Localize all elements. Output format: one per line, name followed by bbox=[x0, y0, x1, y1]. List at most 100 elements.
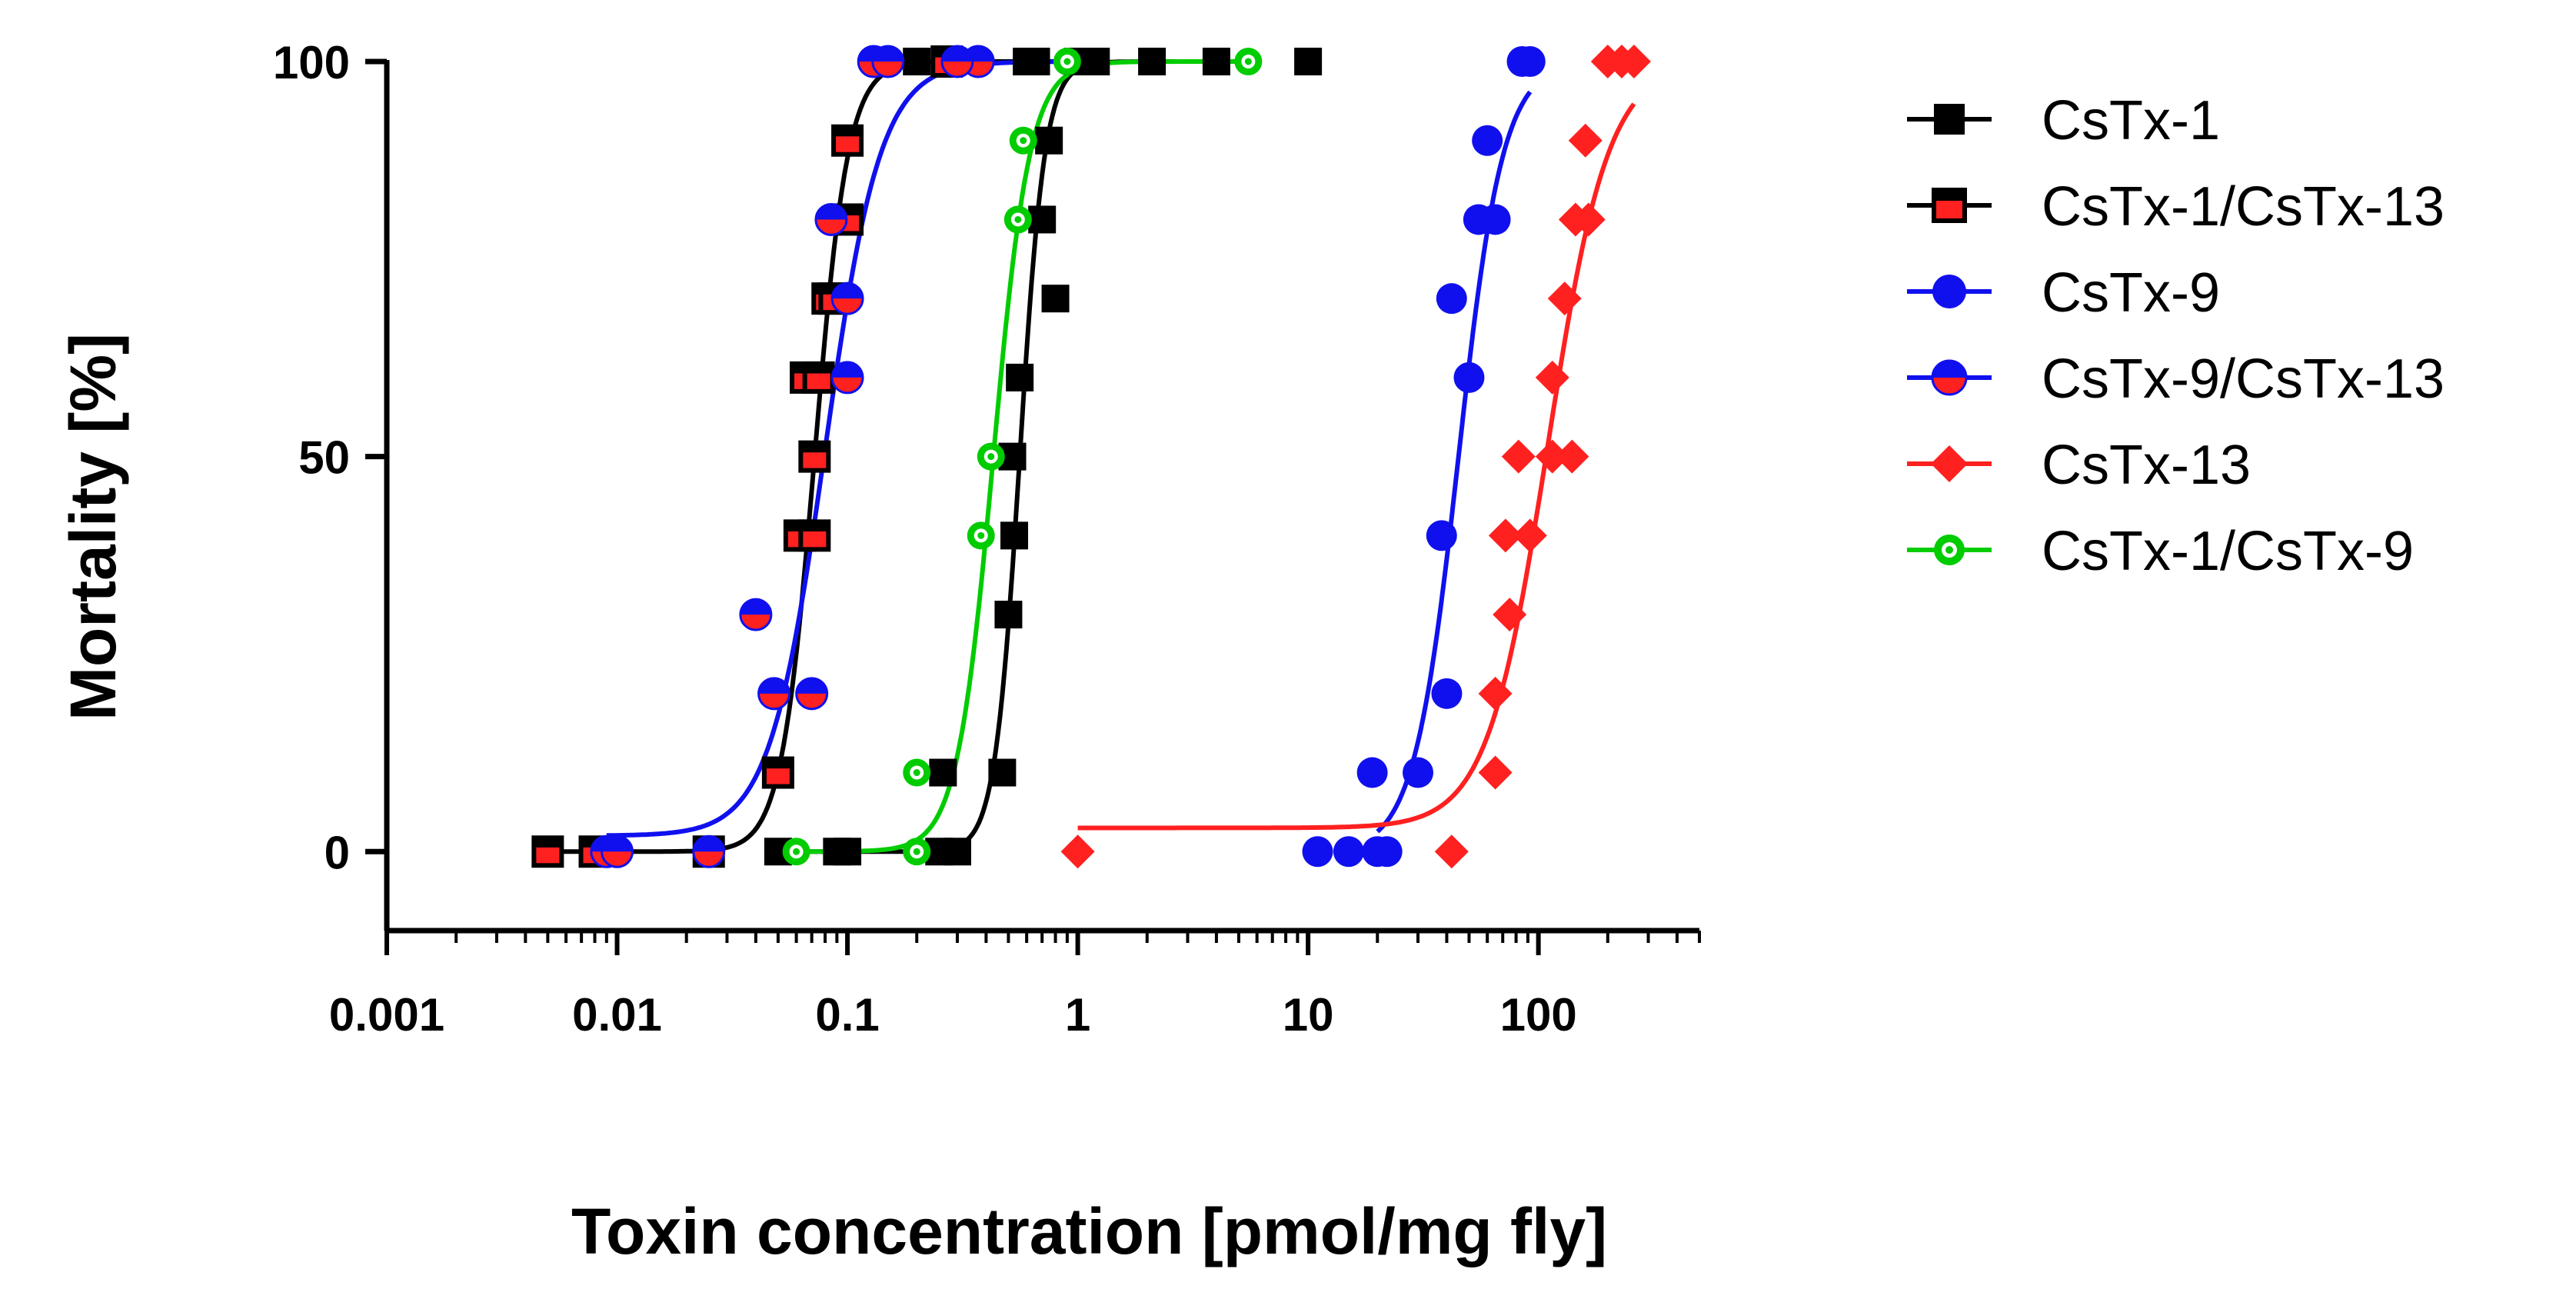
legend-marker bbox=[1931, 359, 1968, 396]
data-point-cstx-1 bbox=[1202, 48, 1230, 75]
data-point-cstx-1-cstx-13 bbox=[761, 756, 794, 789]
data-point-cstx-13 bbox=[1571, 202, 1606, 237]
data-point-cstx-1-cstx-13 bbox=[802, 361, 835, 394]
data-point-cstx-1 bbox=[1028, 205, 1057, 234]
data-point-cstx-1-cstx-9 bbox=[1234, 48, 1263, 75]
axes: 0 50 100 0.001 0.01 0.1 1 10 100 Toxin concentrat… bbox=[57, 37, 1701, 1267]
data-point-cstx-1 bbox=[903, 48, 931, 75]
legend-marker bbox=[1934, 104, 1965, 135]
legend-item-cstx-1-cstx-9: CsTx-1/CsTx-9 bbox=[1907, 521, 2414, 582]
legend-label: CsTx-1/CsTx-9 bbox=[2042, 521, 2414, 582]
legend-item-cstx-9-cstx-13: CsTx-9/CsTx-13 bbox=[1907, 348, 2445, 410]
data-point-cstx-13 bbox=[1488, 518, 1523, 553]
data-point-cstx-9 bbox=[1453, 361, 1485, 393]
data-point-cstx-9-cstx-13 bbox=[601, 834, 634, 868]
data-point-cstx-13 bbox=[1616, 45, 1651, 78]
data-point-cstx-13 bbox=[1060, 834, 1095, 869]
data-point-cstx-9 bbox=[1479, 204, 1511, 235]
data-point-cstx-9-cstx-13 bbox=[757, 677, 791, 711]
legend-label: CsTx-13 bbox=[2042, 435, 2251, 496]
data-point-cstx-1-cstx-13 bbox=[798, 440, 831, 473]
data-point-cstx-9-cstx-13 bbox=[940, 45, 974, 78]
fit-curve-cstx-9 bbox=[1376, 90, 1533, 834]
data-point-cstx-9 bbox=[1472, 125, 1503, 156]
x-tick-label: 0.001 bbox=[329, 989, 444, 1041]
data-point-cstx-9 bbox=[1356, 757, 1388, 788]
data-point-cstx-9 bbox=[1431, 678, 1463, 709]
data-point-cstx-13 bbox=[1513, 518, 1547, 553]
legend-label: CsTx-1 bbox=[2042, 90, 2220, 152]
data-point-cstx-1 bbox=[988, 758, 1017, 787]
data-point-cstx-1-cstx-13 bbox=[831, 203, 864, 236]
fit-curve-cstx-13 bbox=[1077, 102, 1636, 831]
y-tick-label: 50 bbox=[298, 432, 350, 484]
data-point-cstx-9-cstx-13 bbox=[871, 45, 905, 78]
data-point-cstx-1-cstx-13 bbox=[531, 835, 564, 868]
data-point-cstx-9-cstx-13 bbox=[830, 281, 864, 315]
data-point-cstx-13 bbox=[1555, 439, 1589, 474]
data-point-cstx-1-cstx-9 bbox=[1053, 48, 1081, 75]
data-point-cstx-1 bbox=[1000, 521, 1028, 550]
fit-curves bbox=[547, 59, 1636, 854]
legend: CsTx-1 CsTx-1/CsTx-13 CsTx-9 CsTx-9/CsTx-13… bbox=[1907, 90, 2445, 582]
data-point-cstx-9 bbox=[1436, 283, 1467, 315]
data-point-cstx-13 bbox=[1493, 598, 1527, 632]
data-point-cstx-13 bbox=[1478, 755, 1513, 790]
data-point-cstx-1-cstx-13 bbox=[831, 124, 864, 157]
data-point-cstx-1-cstx-9 bbox=[977, 442, 1005, 471]
legend-item-cstx-13: CsTx-13 bbox=[1907, 435, 2251, 496]
data-point-cstx-9-cstx-13 bbox=[830, 361, 864, 395]
legend-item-cstx-9: CsTx-9 bbox=[1907, 262, 2220, 324]
data-point-cstx-9 bbox=[1302, 836, 1333, 868]
data-point-cstx-9 bbox=[1426, 520, 1457, 551]
data-point-cstx-1-cstx-9 bbox=[1009, 126, 1037, 155]
legend-label: CsTx-1/CsTx-13 bbox=[2042, 176, 2445, 238]
data-point-cstx-1 bbox=[834, 838, 862, 866]
legend-label: CsTx-9/CsTx-13 bbox=[2042, 348, 2445, 410]
data-point-cstx-1 bbox=[1041, 285, 1070, 313]
data-point-cstx-1-cstx-9 bbox=[903, 838, 931, 866]
data-point-cstx-1-cstx-13 bbox=[798, 519, 831, 552]
x-tick-label: 100 bbox=[1500, 989, 1577, 1041]
data-point-cstx-1 bbox=[943, 838, 971, 866]
data-point-cstx-1-cstx-9 bbox=[903, 758, 931, 787]
y-tick-label: 0 bbox=[324, 827, 350, 878]
data-point-cstx-9 bbox=[1371, 836, 1403, 868]
data-point-cstx-9-cstx-13 bbox=[795, 677, 829, 711]
data-point-cstx-1 bbox=[1013, 48, 1041, 75]
data-point-cstx-9-cstx-13 bbox=[739, 598, 773, 631]
data-point-cstx-13 bbox=[1568, 123, 1603, 158]
data-point-cstx-13 bbox=[1501, 439, 1536, 474]
legend-marker bbox=[1932, 275, 1966, 308]
x-axis-title: Toxin concentration [pmol/mg fly] bbox=[571, 1195, 1607, 1267]
data-point-cstx-9 bbox=[1333, 836, 1364, 868]
legend-label: CsTx-9 bbox=[2042, 262, 2220, 324]
data-point-cstx-1 bbox=[994, 601, 1023, 629]
legend-item-cstx-1: CsTx-1 bbox=[1907, 90, 2220, 152]
data-point-cstx-1-cstx-9 bbox=[967, 521, 995, 550]
data-point-cstx-13 bbox=[1547, 281, 1582, 316]
data-point-cstx-1 bbox=[1035, 126, 1063, 155]
y-tick-label: 100 bbox=[273, 37, 350, 88]
data-point-cstx-1 bbox=[1294, 48, 1323, 75]
data-point-cstx-13 bbox=[1535, 439, 1569, 474]
data-point-cstx-1-cstx-9 bbox=[1003, 205, 1032, 234]
legend-marker bbox=[1934, 535, 1965, 565]
data-point-cstx-9-cstx-13 bbox=[814, 202, 848, 236]
data-point-cstx-1-cstx-9 bbox=[782, 838, 810, 866]
data-point-cstx-9 bbox=[1403, 757, 1434, 788]
x-tick-label: 10 bbox=[1283, 989, 1334, 1041]
data-point-cstx-9-cstx-13 bbox=[692, 834, 726, 868]
data-point-cstx-1 bbox=[1006, 363, 1034, 391]
legend-item-cstx-1-cstx-13: CsTx-1/CsTx-13 bbox=[1907, 176, 2445, 238]
data-point-cstx-1 bbox=[1138, 48, 1167, 75]
data-point-cstx-13 bbox=[1478, 676, 1513, 711]
data-point-cstx-1 bbox=[1082, 48, 1110, 75]
data-points bbox=[531, 45, 1651, 869]
data-point-cstx-13 bbox=[1434, 834, 1469, 869]
y-axis-title: Mortality [%] bbox=[57, 333, 129, 721]
data-point-cstx-13 bbox=[1535, 360, 1569, 395]
data-point-cstx-9 bbox=[1514, 46, 1546, 77]
x-tick-label: 0.01 bbox=[572, 989, 662, 1041]
